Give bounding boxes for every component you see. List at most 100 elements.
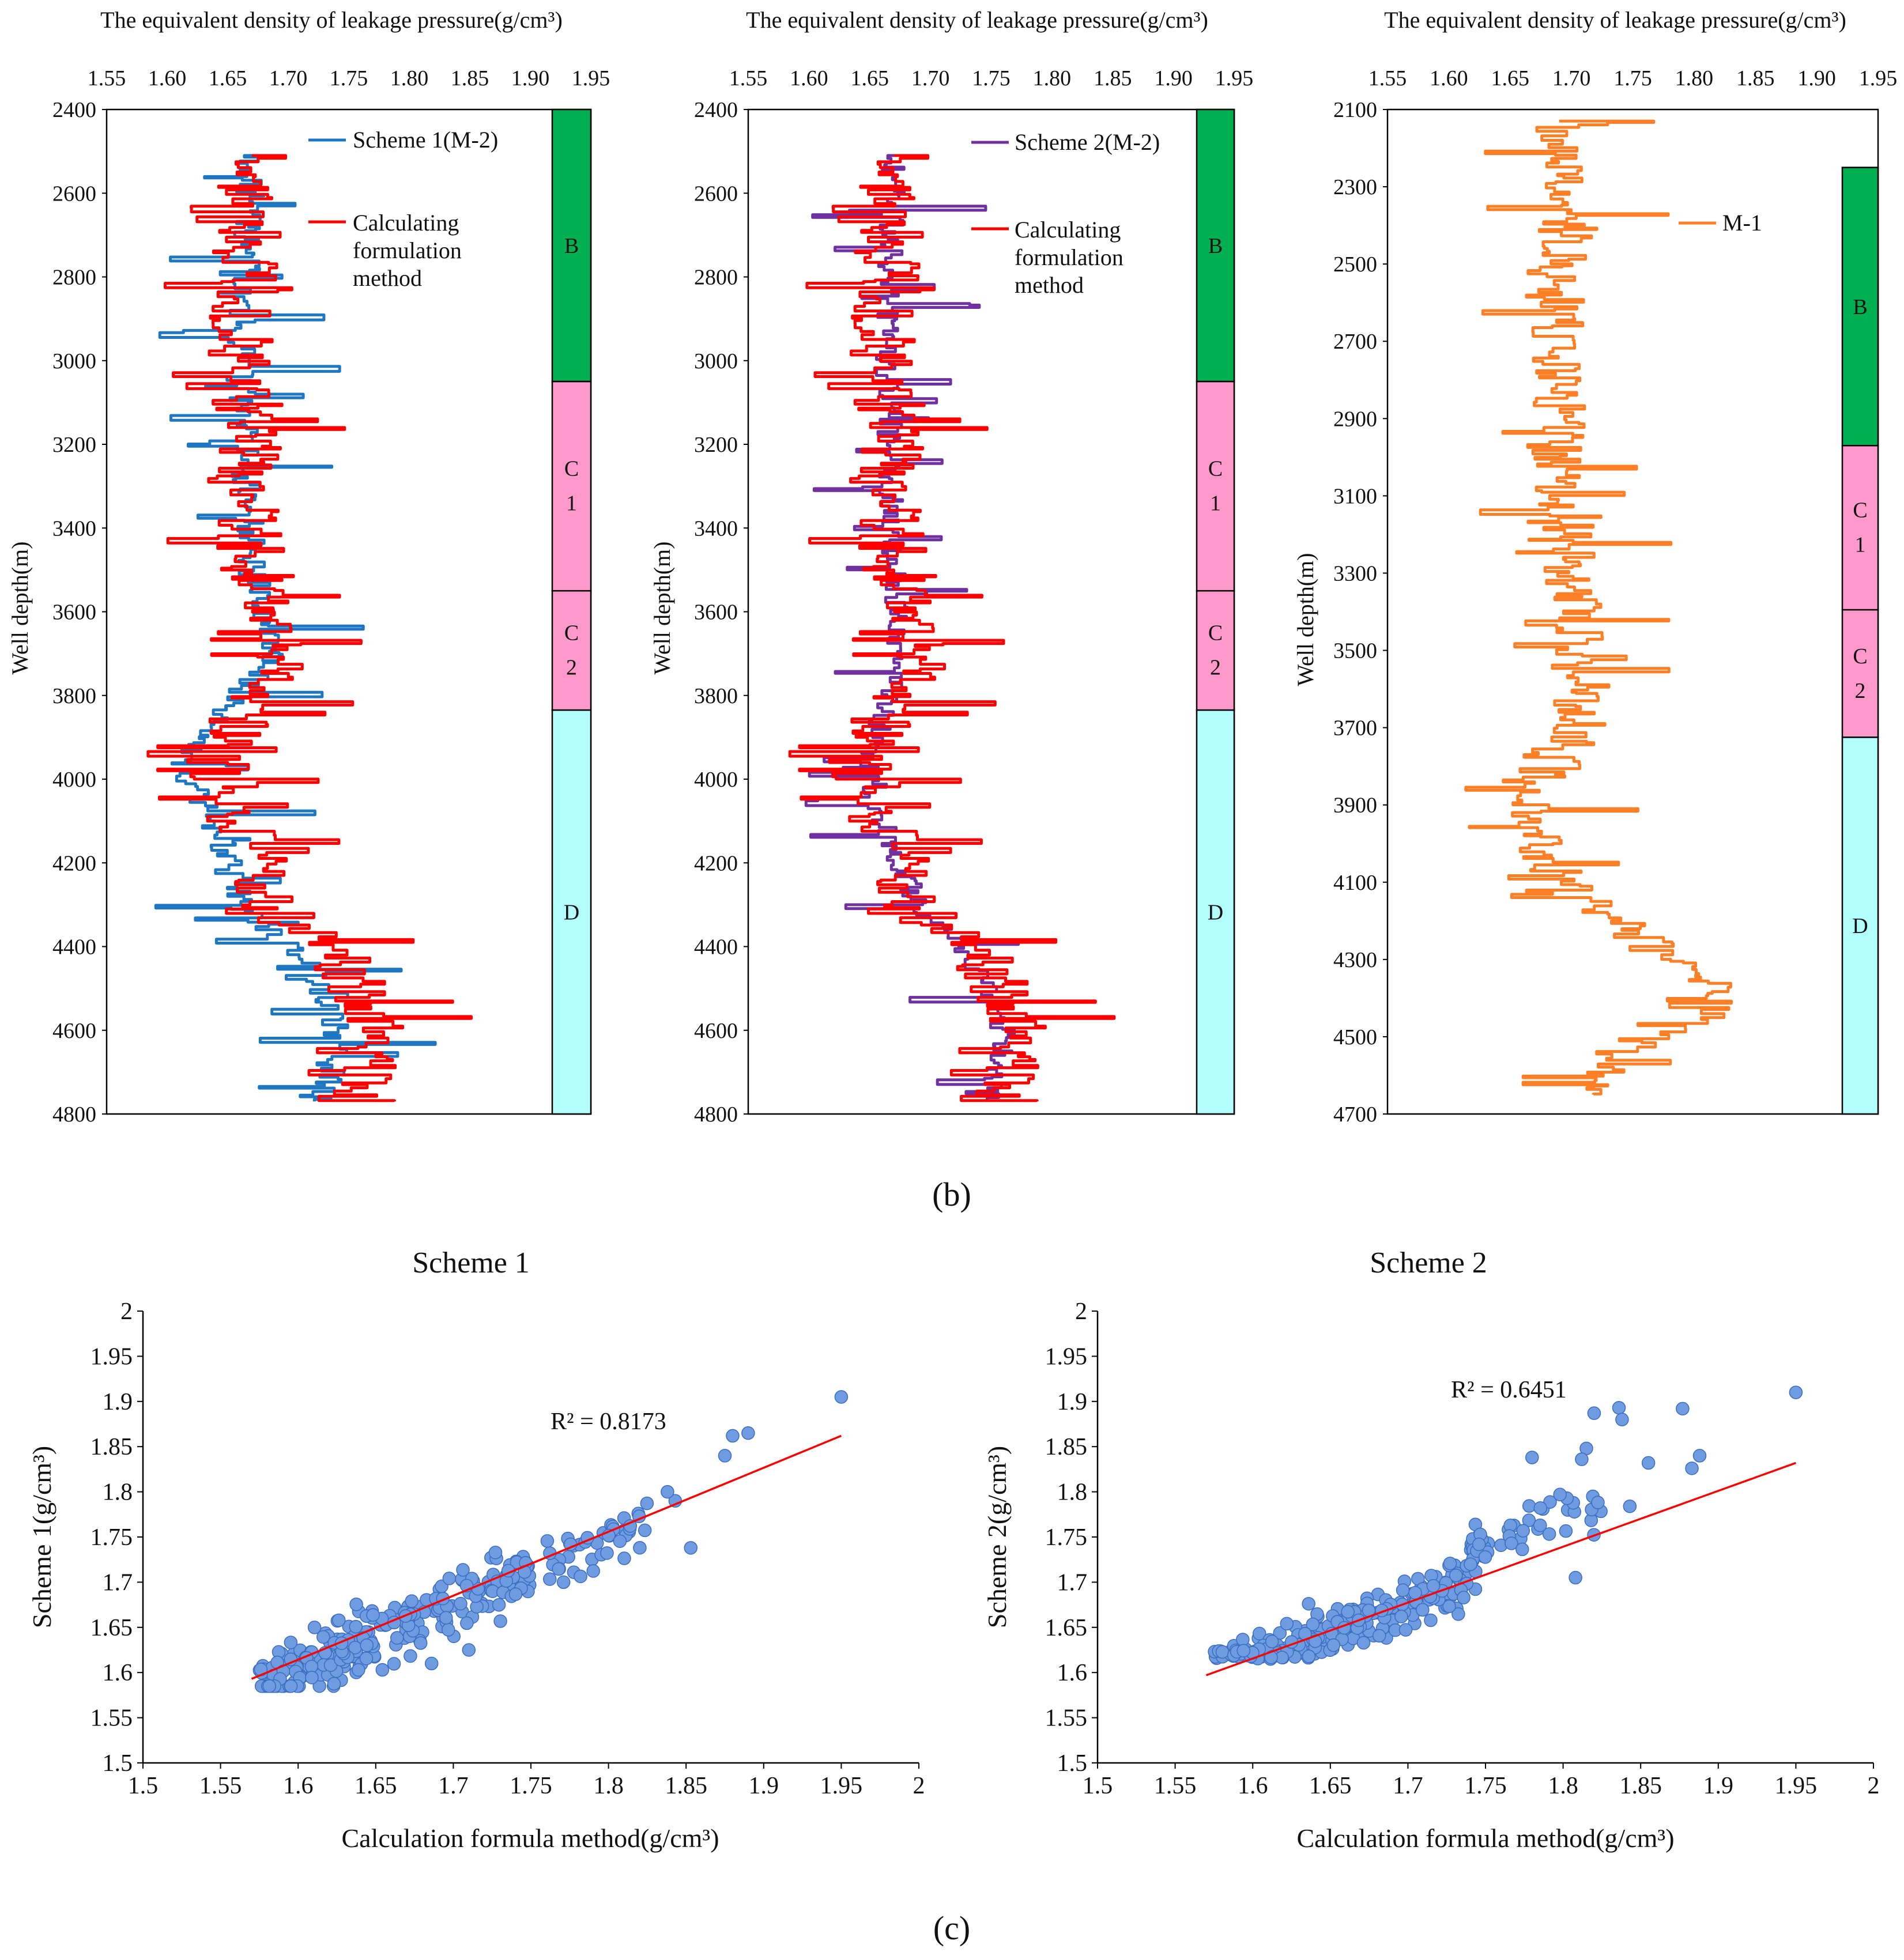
p1-x-tick-label: 1.60 xyxy=(148,66,187,90)
p1-y-tick-label: 3400 xyxy=(52,516,96,541)
s1-point xyxy=(613,1534,627,1548)
p2-formation-zones: B C 1 C 2 D xyxy=(1196,108,1235,1115)
p2-y-tick-label: 3200 xyxy=(694,433,738,457)
s1-point xyxy=(454,1596,467,1611)
p3-y-tick-label: 2300 xyxy=(1333,175,1377,199)
s1-point xyxy=(366,1608,380,1622)
p3-series-lines xyxy=(1464,119,1733,1096)
s1-point xyxy=(305,1671,319,1685)
s2-point xyxy=(1623,1499,1637,1513)
s2-point xyxy=(1416,1603,1430,1617)
s2-point xyxy=(1692,1449,1707,1463)
s1-y-tick-label: 1.75 xyxy=(91,1524,133,1551)
s2-tick-labels: 1.5 1.55 1.6 1.65 1.7 1.75 1.8 1.85 1.9 1.95 2 1.5 1… xyxy=(1045,1298,1880,1799)
p2-x-tick-label: 1.55 xyxy=(729,66,768,90)
s1-point xyxy=(349,1619,363,1634)
p1-y-tick-label: 4000 xyxy=(52,768,96,792)
p3-x-tick-label: 1.75 xyxy=(1613,66,1652,90)
s1-x-tick-label: 2 xyxy=(913,1773,925,1799)
p1-x-axis-title: The equivalent density of leakage pressu… xyxy=(100,7,563,33)
s2-y-tick-label: 1.85 xyxy=(1045,1434,1088,1460)
s1-y-tick-label: 1.95 xyxy=(91,1343,133,1370)
p1-legend-label-scheme1: Scheme 1(M-2) xyxy=(353,127,498,153)
s1-point xyxy=(360,1638,374,1652)
p1-zone-D xyxy=(551,709,592,1115)
s2-y-tick-label: 1.8 xyxy=(1057,1479,1088,1506)
s1-x-tick-label: 1.8 xyxy=(593,1773,624,1799)
p2-zone-label-B: B xyxy=(1208,234,1223,258)
panel-label-b: (b) xyxy=(932,1176,971,1213)
s2-x-axis-title: Calculation formula method(g/cm³) xyxy=(1296,1823,1674,1853)
s1-y-tick-label: 1.85 xyxy=(91,1434,133,1460)
p1-x-tick-label: 1.95 xyxy=(572,66,610,90)
p3-y-tick-label: 4300 xyxy=(1333,948,1377,972)
s2-point xyxy=(1443,1557,1457,1570)
s1-point xyxy=(413,1636,428,1650)
s2-point xyxy=(1472,1537,1486,1551)
p2-y-tick-label: 2600 xyxy=(694,182,738,206)
s1-y-tick-label: 1.65 xyxy=(91,1615,133,1641)
p2-zone-D xyxy=(1196,709,1235,1115)
p3-y-tick-label: 2700 xyxy=(1333,330,1377,354)
s1-y-tick-label: 1.6 xyxy=(103,1660,133,1686)
s1-point xyxy=(349,1598,363,1611)
s1-point xyxy=(540,1534,555,1548)
s1-x-tick-label: 1.95 xyxy=(820,1773,863,1799)
s1-point xyxy=(543,1572,557,1586)
p3-legend-label-m1: M-1 xyxy=(1722,210,1762,236)
s2-point xyxy=(1326,1638,1341,1652)
s1-point xyxy=(332,1613,346,1627)
p2-series-lines xyxy=(788,154,1116,1102)
p1-y-tick-label: 4400 xyxy=(52,935,96,960)
s2-point xyxy=(1533,1518,1547,1532)
s1-point xyxy=(375,1663,390,1677)
p1-y-tick-label: 2400 xyxy=(52,98,96,122)
p2-series-1 xyxy=(788,154,1116,1102)
s2-x-tick-label: 1.8 xyxy=(1548,1773,1578,1799)
s2-y-tick-label: 1.9 xyxy=(1057,1389,1088,1415)
s2-x-tick-label: 1.6 xyxy=(1238,1773,1268,1799)
p1-legend: Scheme 1(M-2) Calculating formulation meth… xyxy=(308,127,498,291)
s1-y-tick-label: 1.8 xyxy=(103,1479,133,1506)
s1-x-tick-label: 1.7 xyxy=(438,1773,469,1799)
s2-x-tick-label: 1.5 xyxy=(1083,1773,1113,1799)
s2-point xyxy=(1236,1644,1250,1657)
p3-legend: M-1 xyxy=(1679,210,1762,236)
s2-title: Scheme 2 xyxy=(1370,1247,1487,1279)
s2-point xyxy=(1533,1501,1547,1515)
s1-point xyxy=(617,1551,631,1565)
s2-y-tick-label: 1.6 xyxy=(1057,1660,1088,1686)
s2-point xyxy=(1372,1629,1386,1643)
s1-x-tick-label: 1.9 xyxy=(749,1773,779,1799)
p3-x-tick-labels: 1.55 1.60 1.65 1.70 1.75 1.80 1.85 1.90 1.95 xyxy=(1368,66,1898,90)
s2-point xyxy=(1451,1607,1465,1621)
s1-point xyxy=(441,1623,455,1637)
p1-y-tick-label: 4200 xyxy=(52,851,96,875)
s2-y-tick-label: 1.95 xyxy=(1045,1343,1088,1370)
s1-point xyxy=(493,1614,507,1628)
s1-point xyxy=(284,1636,298,1649)
p3-y-tick-label: 2900 xyxy=(1333,407,1377,431)
p2-x-tick-label: 1.70 xyxy=(911,66,950,90)
p3-x-tick-label: 1.85 xyxy=(1736,66,1775,90)
s2-point xyxy=(1215,1645,1230,1659)
s2-point xyxy=(1516,1524,1530,1538)
s2-point xyxy=(1587,1406,1601,1420)
s1-x-axis-title: Calculation formula method(g/cm³) xyxy=(341,1823,719,1853)
log-chart-scheme2: The equivalent density of leakage pressu… xyxy=(649,7,1253,1127)
p2-y-tick-label: 4800 xyxy=(694,1102,738,1127)
s1-point xyxy=(462,1643,476,1657)
s1-point xyxy=(404,1649,417,1663)
s1-point xyxy=(307,1621,322,1634)
s2-point xyxy=(1356,1636,1371,1650)
p1-formation-zones: B C 1 C 2 D xyxy=(551,108,592,1115)
p1-y-tick-label: 4600 xyxy=(52,1019,96,1043)
s2-point xyxy=(1522,1513,1536,1527)
s2-point xyxy=(1522,1499,1536,1513)
s1-point xyxy=(508,1587,523,1602)
s1-x-tick-label: 1.5 xyxy=(128,1773,159,1799)
p1-zone-label-D: D xyxy=(564,901,579,925)
